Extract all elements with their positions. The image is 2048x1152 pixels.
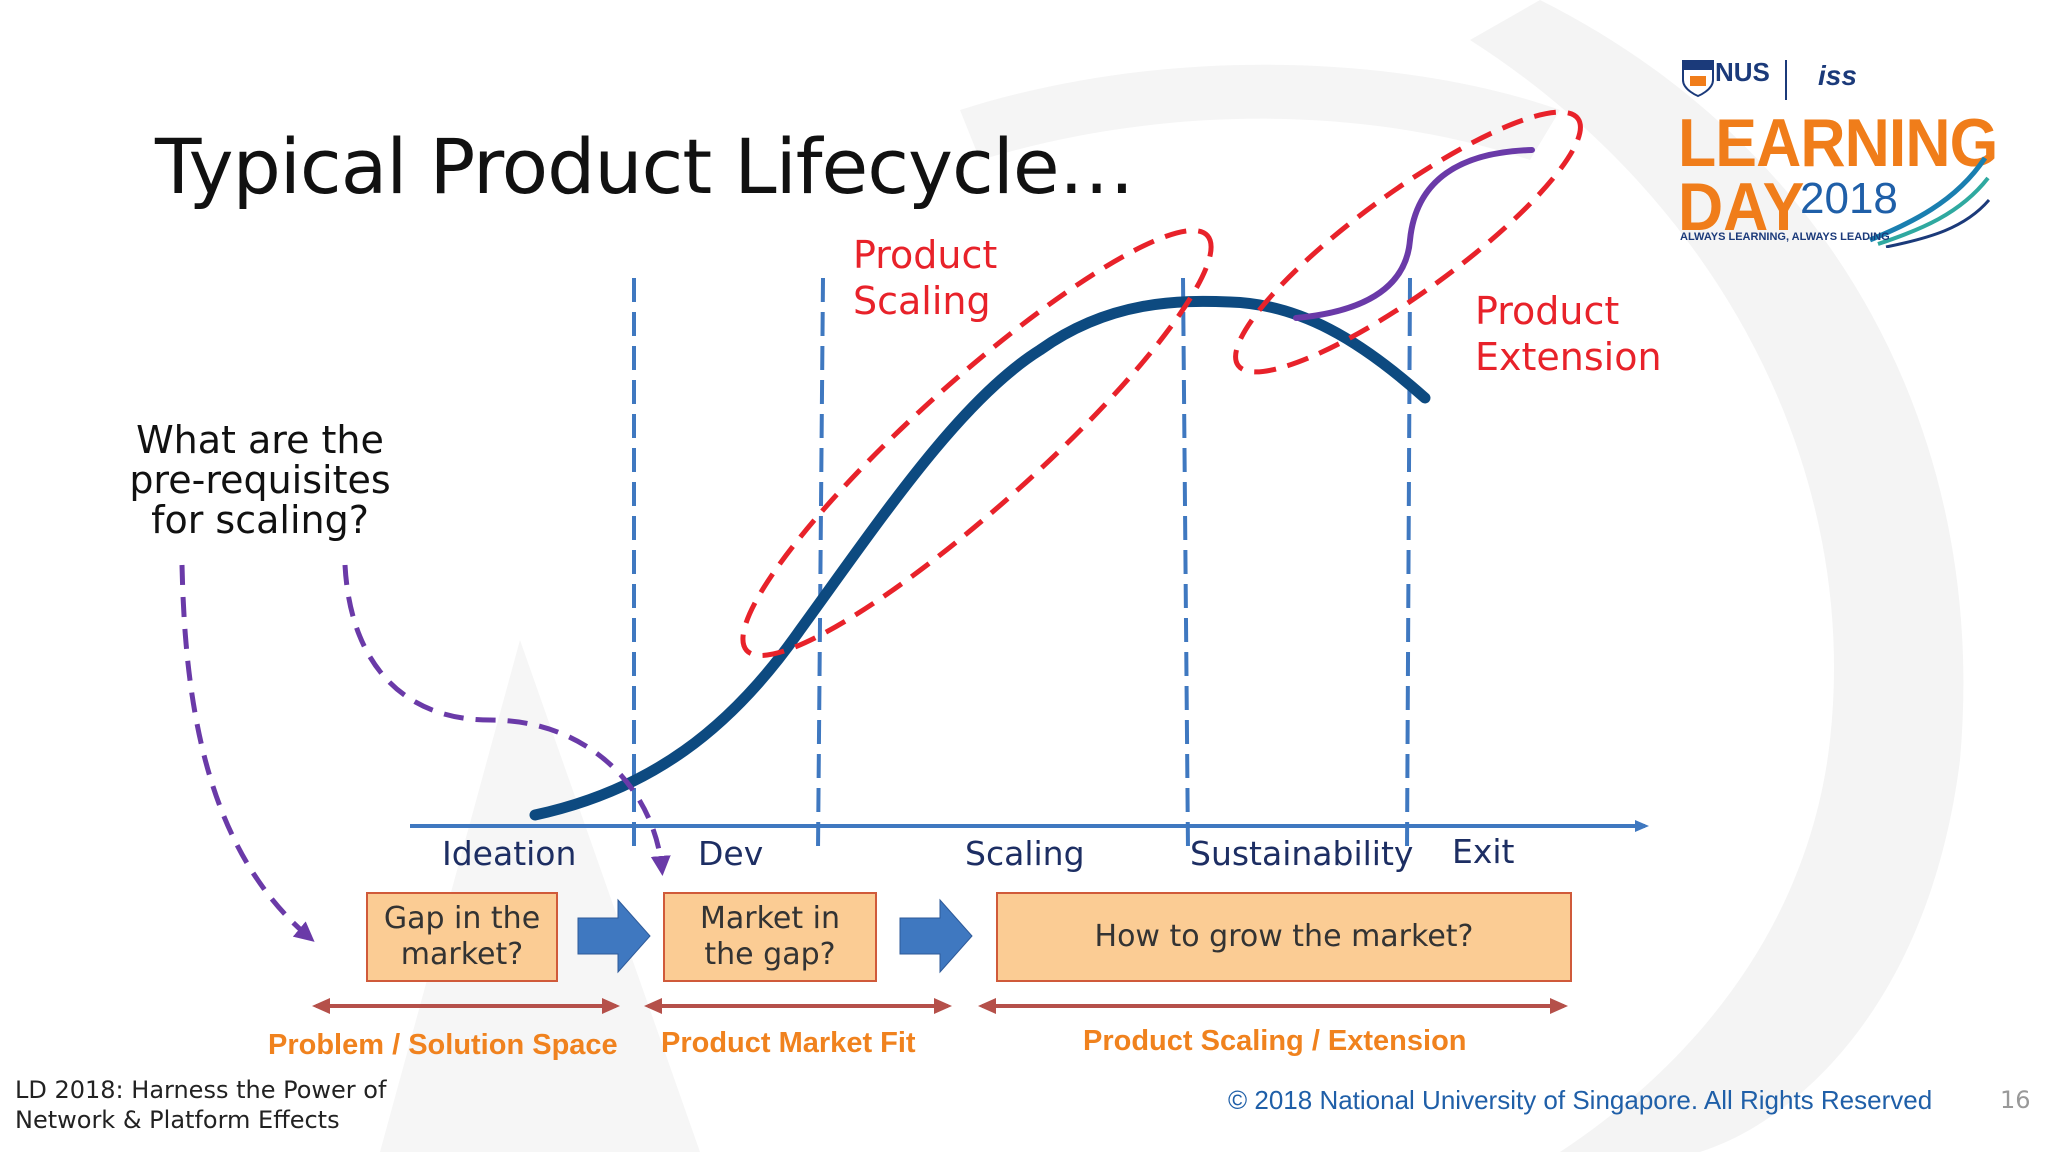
range-problem-solution: Problem / Solution Space [268,1029,618,1061]
product-extension-line-1: Product [1475,289,1620,333]
logo-day-text: DAY [1678,169,1805,245]
page-number: 16 [2000,1086,2031,1114]
range-scaling-extension: Product Scaling / Extension [1083,1025,1467,1057]
gap-in-market-box: Gap in the market? [366,892,558,982]
grow-market-text: How to grow the market? [1094,919,1474,954]
flow-arrow-2 [899,898,973,974]
question-arrow-right [342,564,671,876]
product-extension-label: Product Extension [1475,288,1662,380]
copyright-text: © 2018 National University of Singapore.… [1228,1085,1933,1115]
stage-sustainability: Sustainability [1190,834,1414,873]
logo-iss-text: iss [1818,60,1857,91]
logo-tagline: ALWAYS LEARNING, ALWAYS LEADING [1680,231,1890,243]
product-scaling-label: Product Scaling [853,232,997,324]
scaling-highlight-ellipse [740,228,1214,658]
market-in-gap-text: Market in the gap? [699,901,840,972]
extension-curve [1293,147,1535,321]
scaling-question: What are the pre-requisites for scaling? [129,418,391,542]
stage-dev: Dev [698,834,764,873]
logo-nus-text: NUS [1715,57,1770,87]
extension-highlight-ellipse [1233,109,1583,375]
flow-arrow-1 [577,898,651,974]
divider-dev-scaling [816,277,825,851]
market-in-gap-box: Market in the gap? [663,892,877,982]
lifecycle-curve [529,295,1431,821]
slide-title: Typical Product Lifecycle… [155,122,1135,211]
divider-scaling-sustainability [1181,277,1190,851]
gap-in-market-text: Gap in the market? [383,901,541,972]
product-extension-line-2: Extension [1475,335,1662,379]
range-product-market-fit: Product Market Fit [661,1027,916,1059]
logo-swoosh-icon [1869,156,1990,248]
grow-market-box: How to grow the market? [996,892,1572,982]
divider-sustainability-exit [1405,277,1412,851]
product-scaling-line-1: Product [853,233,998,277]
footer-text: LD 2018: Harness the Power of Network & … [15,1076,387,1134]
nus-crest-icon [1680,58,1716,98]
product-scaling-line-2: Scaling [853,279,991,323]
question-arrow-left [179,564,315,942]
stage-scaling: Scaling [965,834,1085,873]
logo-year-text: 2018 [1800,174,1898,223]
stage-ideation: Ideation [442,834,577,873]
stage-exit: Exit [1452,832,1515,871]
logo-learning-text: LEARNING [1678,105,1998,181]
logo-divider [1785,60,1787,100]
